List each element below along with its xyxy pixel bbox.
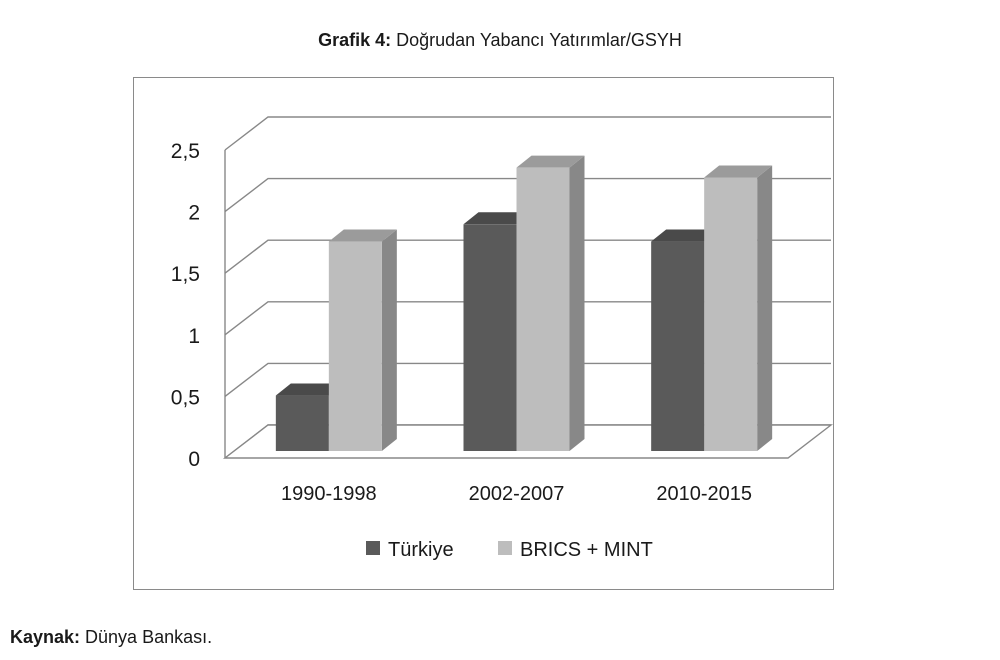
- legend-label: Türkiye: [388, 539, 454, 561]
- gridline: [224, 301, 831, 336]
- bar-front: [516, 167, 570, 451]
- legend-swatch: [366, 541, 380, 555]
- bar-top: [516, 155, 585, 168]
- y-tick-label: 1: [188, 325, 200, 348]
- bar-front: [704, 177, 758, 451]
- bar-side: [381, 229, 397, 451]
- source-note: Kaynak: Dünya Bankası.: [10, 627, 212, 648]
- source-text: Dünya Bankası.: [80, 627, 213, 647]
- bar-front: [328, 241, 382, 451]
- bar-side: [569, 155, 585, 451]
- y-tick-label: 1,5: [171, 263, 200, 286]
- bar-side: [757, 165, 773, 451]
- bar-top: [275, 383, 344, 396]
- x-tick-label: 2002-2007: [469, 483, 565, 505]
- bar: [328, 229, 397, 451]
- bar: [704, 165, 773, 451]
- gridline: [224, 116, 831, 151]
- y-tick-label: 2: [188, 202, 200, 225]
- bar-top: [328, 229, 397, 242]
- x-tick-label: 2010-2015: [656, 483, 752, 505]
- bar-front: [275, 395, 329, 451]
- chart-title-prefix: Grafik 4:: [318, 30, 392, 50]
- legend-label: BRICS + MINT: [520, 539, 653, 561]
- chart-title-text: Doğrudan Yabancı Yatırımlar/GSYH: [391, 30, 682, 50]
- legend-swatch: [498, 541, 512, 555]
- bar-front: [651, 241, 705, 451]
- bar-top: [463, 212, 532, 225]
- bar: [516, 155, 585, 451]
- bar-top: [704, 165, 773, 178]
- y-tick-label: 0: [188, 448, 200, 471]
- bar-top: [651, 229, 720, 242]
- chart-frame: [133, 77, 834, 590]
- x-tick-label: 1990-1998: [281, 483, 377, 505]
- gridline: [224, 362, 831, 397]
- chart-title: Grafik 4: Doğrudan Yabancı Yatırımlar/GS…: [0, 30, 1000, 51]
- legend: Türkiye BRICS + MINT: [366, 539, 653, 561]
- gridline: [224, 239, 831, 274]
- bar-front: [463, 224, 517, 451]
- gridline: [224, 177, 831, 213]
- y-tick-label: 0,5: [171, 386, 200, 409]
- source-prefix: Kaynak:: [10, 627, 81, 647]
- y-tick-label: 2,5: [171, 140, 200, 163]
